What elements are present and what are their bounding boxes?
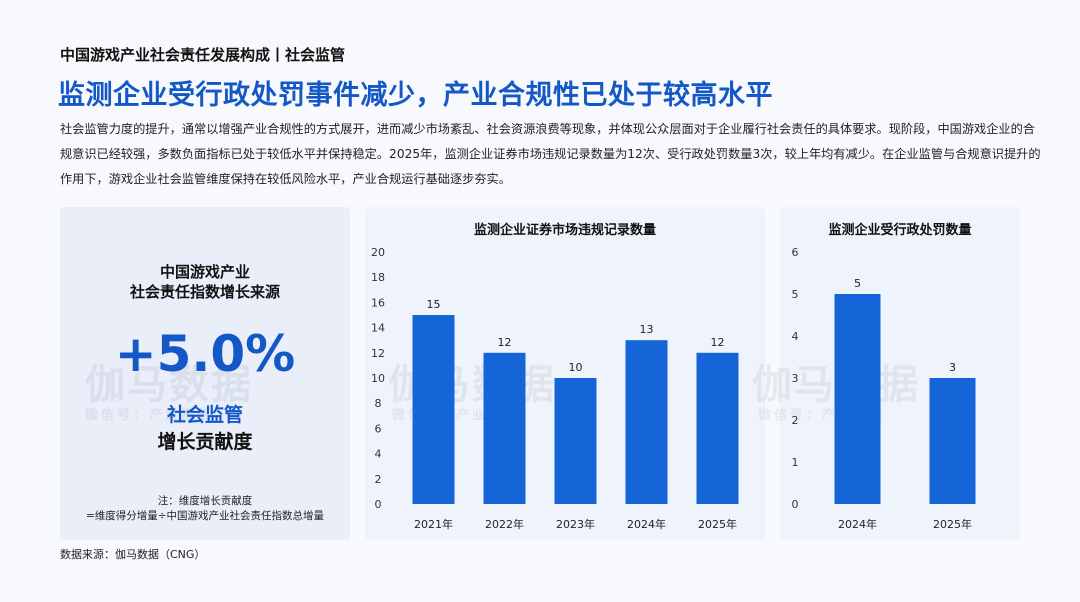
watermark-logo-left: 伽马数据 <box>85 362 253 408</box>
chart1-ytick-label: 18 <box>371 271 385 284</box>
kpi-value: +5.0% <box>114 325 296 383</box>
data-source: 数据来源：伽马数据（CNG） <box>60 548 206 561</box>
watermark-sub-left: 微信号：产业报告 <box>85 408 214 423</box>
chart1-category-label: 2025年 <box>698 517 737 531</box>
chart2-ytick-label: 3 <box>792 372 799 385</box>
section-title: 中国游戏产业社会责任发展构成丨社会监管 <box>60 46 346 64</box>
chart2-bar <box>929 378 976 504</box>
chart1-ytick-label: 10 <box>371 372 385 385</box>
chart1-bar <box>554 378 597 504</box>
chart2-category-label: 2025年 <box>933 517 972 531</box>
chart2-ytick-label: 4 <box>792 330 799 343</box>
chart1-bar <box>412 315 455 504</box>
chart1-category-label: 2023年 <box>556 517 595 531</box>
chart1-category-label: 2022年 <box>485 517 524 531</box>
chart2-data-label: 5 <box>854 277 861 290</box>
kpi-panel <box>60 207 350 540</box>
kpi-subtitle: 中国游戏产业 社会责任指数增长来源 <box>60 262 350 302</box>
chart1-ytick-label: 8 <box>375 397 382 410</box>
chart1-data-label: 12 <box>711 336 725 349</box>
chart1-data-label: 10 <box>569 361 583 374</box>
chart2-ytick-label: 0 <box>792 498 799 511</box>
kpi-footnote-line1: 注：维度增长贡献度 <box>157 495 253 507</box>
kpi-footnote: 注：维度增长贡献度 =维度得分增量÷中国游戏产业社会责任指数总增量 <box>60 494 350 524</box>
chart1-ytick-label: 0 <box>375 498 382 511</box>
chart2-bar <box>834 294 881 504</box>
chart2-ytick-label: 1 <box>792 456 799 469</box>
chart1-data-label: 12 <box>498 336 512 349</box>
chart1-ytick-label: 12 <box>371 347 385 360</box>
chart1-ytick-label: 20 <box>371 246 385 259</box>
chart1-bar <box>483 352 526 504</box>
description-paragraph: 社会监管力度的提升，通常以增强产业合规性的方式展开，进而减少市场紊乱、社会资源浪… <box>60 122 1041 186</box>
chart2-ytick-label: 2 <box>792 414 799 427</box>
chart1-category-label: 2024年 <box>627 517 666 531</box>
page-headline: 监测企业受行政处罚事件减少，产业合规性已处于较高水平 <box>58 80 773 111</box>
administrative-penalties-chart-panel <box>780 207 1020 540</box>
chart2-category-label: 2024年 <box>838 517 877 531</box>
chart1-ytick-label: 14 <box>371 322 385 335</box>
securities-violations-bar-chart: 0 2 4 6 8 10 12 14 16 18 20 15 2021年 12 2022年 10 2023年 13… <box>371 246 739 531</box>
kpi-label-line2: 增长贡献度 <box>157 431 253 453</box>
kpi-footnote-line2: =维度得分增量÷中国游戏产业社会责任指数总增量 <box>85 510 325 522</box>
administrative-penalties-bar-chart: 0 1 2 3 4 5 6 5 2024年 3 2025年 <box>792 246 976 531</box>
kpi-label-line1: 社会监管 <box>166 404 243 426</box>
chart1-data-label: 15 <box>427 298 441 311</box>
chart1-bar <box>625 340 668 504</box>
chart2-ytick-label: 6 <box>792 246 799 259</box>
chart1-bar <box>696 352 739 504</box>
chart1-ytick-label: 4 <box>375 448 382 461</box>
chart1-ytick-label: 6 <box>375 422 382 435</box>
chart2-title: 监测企业受行政处罚数量 <box>828 223 972 238</box>
chart1-data-label: 13 <box>640 323 654 336</box>
chart2-ytick-label: 5 <box>792 288 799 301</box>
chart2-data-label: 3 <box>949 361 956 374</box>
kpi-subtitle-line1: 中国游戏产业 <box>159 263 250 281</box>
chart1-ytick-label: 16 <box>371 296 385 309</box>
kpi-subtitle-line2: 社会责任指数增长来源 <box>129 283 280 301</box>
chart1-ytick-label: 2 <box>375 473 382 486</box>
chart1-category-label: 2021年 <box>414 517 453 531</box>
chart1-title: 监测企业证券市场违规记录数量 <box>473 223 656 238</box>
